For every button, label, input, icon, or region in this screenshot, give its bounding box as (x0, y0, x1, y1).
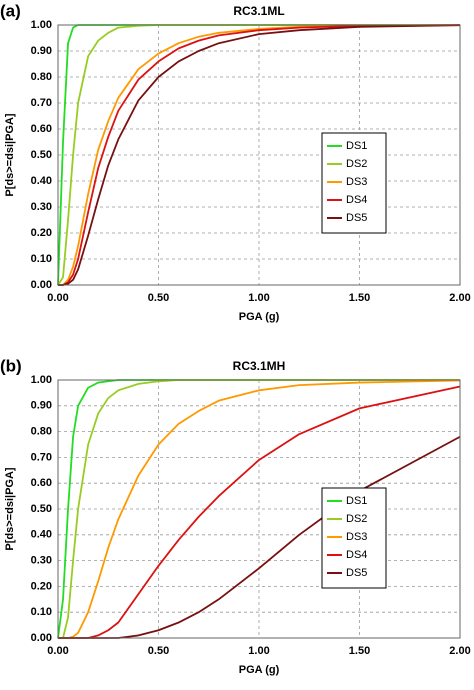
line-series (58, 24, 461, 286)
y-tick-label: 0.00 (31, 632, 52, 644)
legend-label: DS1 (346, 495, 367, 507)
y-tick-label: 0.70 (31, 451, 52, 463)
y-tick-label: 0.30 (31, 201, 52, 213)
y-tick-label: 0.10 (31, 606, 52, 618)
line-series (58, 24, 461, 286)
x-tick-label: 2.00 (449, 292, 470, 304)
y-axis-label: P[ds>=dsi|PGA] (4, 467, 16, 550)
panel-label: (b) (0, 356, 22, 375)
y-tick-label: 0.20 (31, 580, 52, 592)
y-tick-label: 0.40 (31, 175, 52, 187)
line-series (58, 24, 461, 286)
x-tick-label: 1.50 (349, 292, 370, 304)
legend: DS1 DS2 DS3 DS4 DS5 (321, 132, 387, 234)
y-tick-label: 0.60 (31, 477, 52, 489)
y-axis-label: P[ds>=dsi|PGA] (4, 113, 16, 196)
legend-label: DS4 (346, 194, 367, 206)
chart-title: RC3.1MH (233, 359, 286, 373)
x-tick-label: 1.00 (248, 292, 269, 304)
x-tick-label: 0.00 (47, 645, 68, 657)
legend-label: DS5 (346, 212, 367, 224)
x-tick-label: 0.50 (148, 645, 169, 657)
y-tick-label: 0.40 (31, 529, 52, 541)
y-tick-label: 0.30 (31, 555, 52, 567)
plot-border (57, 379, 461, 639)
y-tick-label: 0.00 (31, 279, 52, 291)
y-tick-label: 0.50 (31, 503, 52, 515)
x-tick-label: 0.50 (148, 292, 169, 304)
y-tick-label: 0.80 (31, 426, 52, 438)
legend: DS1 DS2 DS3 DS4 DS5 (321, 487, 387, 589)
x-tick-label: 1.00 (248, 645, 269, 657)
x-tick-label: 2.00 (449, 645, 470, 657)
legend-label: DS2 (346, 158, 367, 170)
y-tick-label: 0.70 (31, 97, 52, 109)
legend-label: DS3 (346, 531, 367, 543)
y-tick-label: 0.90 (31, 400, 52, 412)
y-tick-label: 1.00 (31, 19, 52, 31)
plot-border (57, 24, 461, 286)
panel-label: (a) (0, 1, 21, 20)
legend-label: DS4 (346, 549, 367, 561)
x-axis-label: PGA (g) (239, 664, 280, 676)
y-tick-label: 0.80 (31, 71, 52, 83)
x-axis-label: PGA (g) (239, 311, 280, 323)
legend-label: DS1 (346, 140, 367, 152)
chart-title: RC3.1ML (233, 4, 284, 18)
legend-label: DS2 (346, 513, 367, 525)
y-tick-label: 0.10 (31, 253, 52, 265)
line-series (58, 379, 461, 639)
legend-label: DS5 (346, 567, 367, 579)
y-tick-label: 1.00 (31, 374, 52, 386)
legend-label: DS3 (346, 176, 367, 188)
y-tick-label: 0.60 (31, 123, 52, 135)
y-tick-label: 0.50 (31, 149, 52, 161)
x-tick-label: 1.50 (349, 645, 370, 657)
y-tick-label: 0.90 (31, 45, 52, 57)
x-tick-label: 0.00 (47, 292, 68, 304)
y-tick-label: 0.20 (31, 227, 52, 239)
